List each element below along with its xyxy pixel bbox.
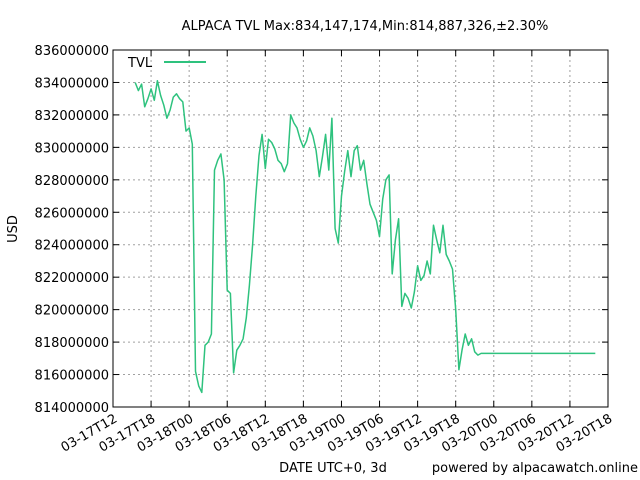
y-tick-label: 834000000	[35, 76, 109, 91]
y-tick-label: 826000000	[35, 206, 109, 221]
y-tick-label: 822000000	[35, 271, 109, 286]
y-axis-ticks: 814000000 816000000 818000000 820000000 8220…	[35, 44, 608, 416]
y-tick-label: 832000000	[35, 109, 109, 124]
y-tick-label: 820000000	[35, 304, 109, 319]
series-line-tvl	[134, 80, 596, 394]
legend-label-tvl: TVL	[127, 56, 153, 71]
y-tick-label: 836000000	[35, 44, 109, 59]
legend: TVL	[127, 56, 206, 71]
y-tick-label: 818000000	[35, 336, 109, 351]
y-tick-label: 816000000	[35, 369, 109, 384]
credit-text: powered by alpacawatch.online	[432, 461, 638, 476]
y-tick-label: 824000000	[35, 239, 109, 254]
x-axis-label: DATE UTC+0, 3d	[279, 461, 387, 476]
chart-title: ALPACA TVL Max:834,147,174,Min:814,887,3…	[182, 19, 549, 34]
y-tick-label: 828000000	[35, 174, 109, 189]
y-tick-label: 814000000	[35, 401, 109, 416]
y-axis-label: USD	[6, 215, 21, 243]
y-tick-label: 830000000	[35, 141, 109, 156]
series-lines	[134, 80, 596, 394]
plot-area-frame	[112, 49, 609, 408]
